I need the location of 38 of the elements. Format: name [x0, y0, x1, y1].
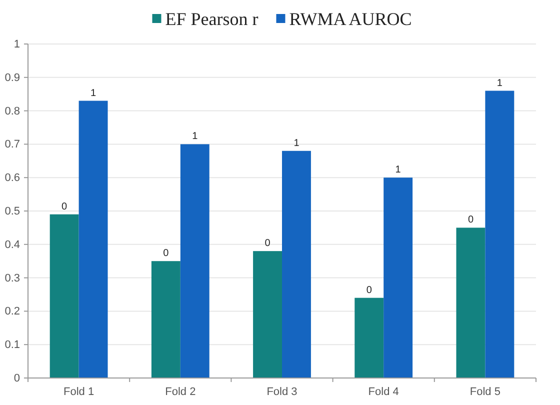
data-label: 1: [90, 88, 96, 99]
x-tick-label: Fold 1: [64, 386, 94, 398]
bar: [50, 214, 79, 378]
y-tick-label: 0.5: [4, 206, 20, 218]
data-label: 0: [163, 248, 170, 260]
y-tick-label: 1: [14, 38, 20, 51]
x-tick-label: Fold 3: [266, 386, 298, 398]
y-tick-label: 0.7: [4, 138, 20, 151]
data-label: 1: [395, 164, 402, 176]
x-tick-label: Fold 5: [470, 386, 500, 398]
bar: [282, 150, 311, 378]
bar: [253, 251, 282, 378]
y-tick-label: 0.3: [4, 272, 20, 284]
y-tick-label: 0.1: [4, 339, 20, 352]
bar: [151, 261, 180, 378]
legend-label: RWMA AUROC: [289, 9, 412, 29]
x-tick-label: Fold 4: [368, 386, 399, 398]
data-label: 0: [366, 284, 372, 296]
data-label: 1: [294, 138, 300, 149]
y-tick-label: 0.6: [4, 172, 20, 184]
x-tick-label: Fold 2: [165, 386, 196, 398]
bar: [384, 178, 413, 378]
data-label: 0: [62, 201, 68, 212]
bar: [354, 298, 384, 378]
bar: [78, 100, 108, 378]
data-label: 0: [264, 238, 271, 250]
y-tick-label: 0.4: [4, 238, 20, 251]
bar: [456, 228, 486, 378]
legend-label: EF Pearson r: [165, 9, 258, 29]
bar: [180, 144, 210, 378]
y-tick-label: 0.9: [4, 72, 20, 84]
y-tick-label: 0: [14, 372, 20, 385]
bar: [485, 90, 514, 378]
data-label: 0: [468, 214, 474, 226]
data-label: 1: [496, 78, 503, 89]
y-tick-label: 0.2: [4, 306, 20, 318]
data-label: 1: [192, 131, 198, 142]
y-tick-label: 0.8: [4, 105, 20, 118]
